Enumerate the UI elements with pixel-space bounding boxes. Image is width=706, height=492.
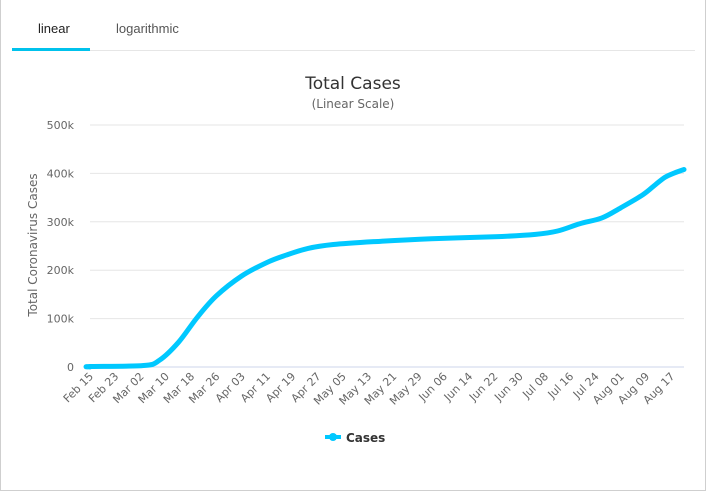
y-tick-label: 100k: [47, 313, 75, 326]
legend-marker-icon: [329, 433, 337, 441]
x-tick-label: Jul 16: [545, 370, 577, 402]
tab-logarithmic[interactable]: logarithmic: [116, 21, 179, 36]
chart-title: Total Cases: [304, 74, 401, 94]
y-tick-label: 0: [67, 361, 74, 374]
y-tick-label: 200k: [47, 264, 75, 277]
chart-subtitle: (Linear Scale): [312, 97, 395, 111]
tab-linear[interactable]: linear: [38, 21, 70, 36]
legend-label-cases[interactable]: Cases: [346, 431, 385, 445]
x-tick-label: Jul 08: [519, 370, 551, 402]
y-axis-label: Total Coronavirus Cases: [26, 173, 40, 317]
scale-tabs: linear logarithmic: [12, 0, 695, 51]
x-tick-label: Jun 22: [466, 370, 500, 404]
x-tick-label: Jun 14: [441, 370, 475, 404]
series-line-cases: [83, 167, 687, 370]
active-tab-indicator: [12, 48, 90, 51]
y-tick-label: 500k: [47, 119, 75, 132]
x-tick-label: Jun 06: [416, 370, 450, 404]
x-tick-label: Jun 30: [491, 370, 525, 404]
y-tick-label: 300k: [47, 216, 75, 229]
y-tick-label: 400k: [47, 167, 75, 180]
legend[interactable]: Cases: [325, 431, 385, 445]
